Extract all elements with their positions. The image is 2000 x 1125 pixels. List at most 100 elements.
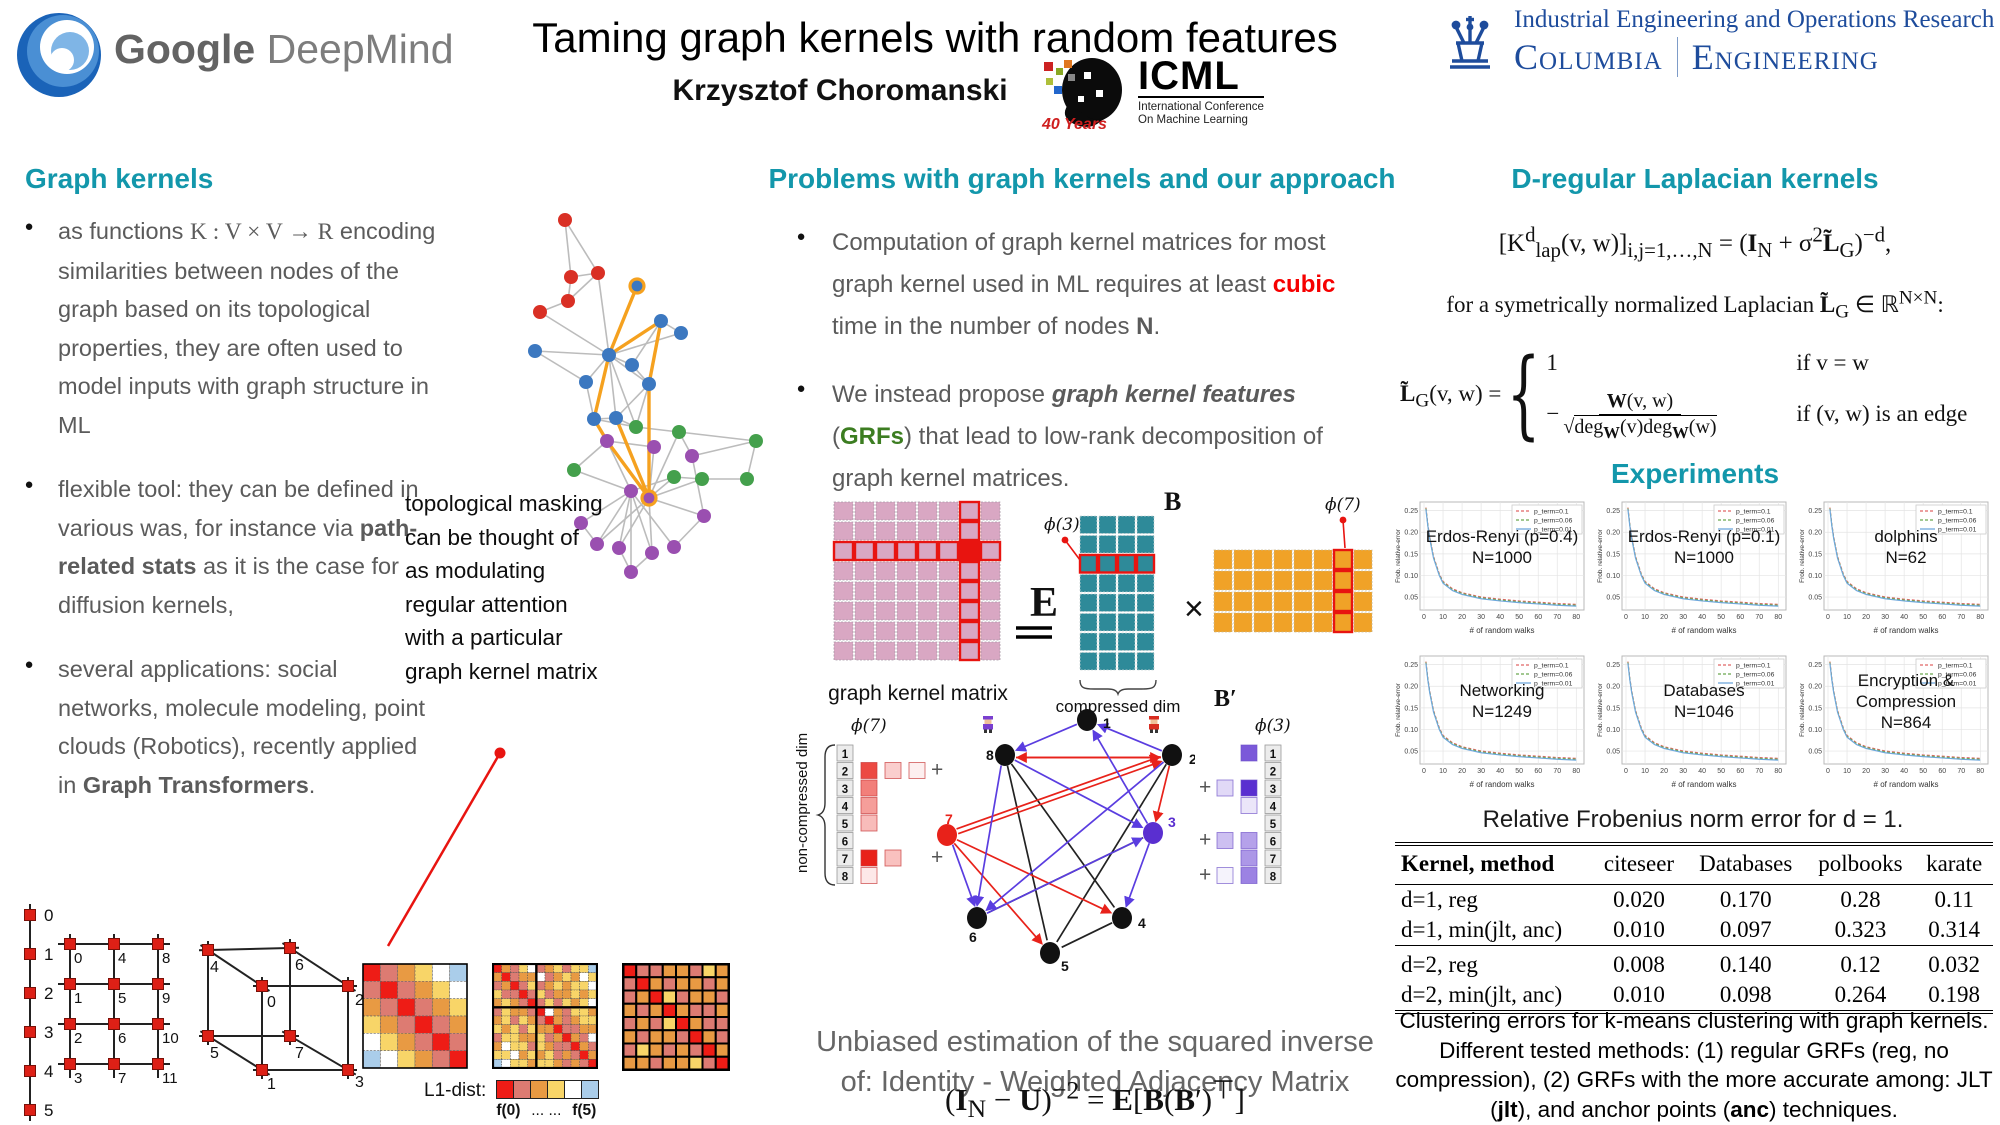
svg-text:30: 30 xyxy=(1679,768,1687,775)
section-heading-problems: Problems with graph kernels and our appr… xyxy=(768,163,1396,194)
bullet-icon: ● xyxy=(796,228,806,245)
svg-text:10: 10 xyxy=(1641,614,1649,621)
svg-text:0.05: 0.05 xyxy=(1808,749,1822,756)
table-caption: Clustering errors for k-means clustering… xyxy=(1395,1008,1993,1122)
icml-logo: 40 Years ICML International Conference O… xyxy=(1040,56,1264,133)
svg-text:Erdos-Renyi (p=0.1): Erdos-Renyi (p=0.1) xyxy=(1628,527,1781,546)
svg-text:7: 7 xyxy=(1270,854,1276,866)
columbia-name: Columbia xyxy=(1514,37,1663,77)
svg-text:60: 60 xyxy=(1534,614,1542,621)
l1-color-swatches xyxy=(496,1080,600,1099)
svg-text:ϕ(3): ϕ(3) xyxy=(1044,515,1080,535)
svg-text:70: 70 xyxy=(1957,768,1965,775)
svg-text:40: 40 xyxy=(1496,768,1504,775)
svg-text:10: 10 xyxy=(1439,768,1447,775)
svg-text:6: 6 xyxy=(842,837,848,849)
svg-text:Erdos-Renyi (p=0.4): Erdos-Renyi (p=0.4) xyxy=(1426,527,1579,546)
svg-text:0.25: 0.25 xyxy=(1808,508,1822,515)
clustering-errors-table: Kernel, method citeseer Databases polbooks k… xyxy=(1395,842,1993,1014)
svg-text:0.15: 0.15 xyxy=(1606,551,1620,558)
svg-text:7: 7 xyxy=(842,854,848,866)
svg-text:p_term=0.01: p_term=0.01 xyxy=(1736,681,1775,688)
svg-text:N=1249: N=1249 xyxy=(1472,702,1532,721)
l1-dots-label: ... ... xyxy=(531,1102,562,1119)
svg-text:9: 9 xyxy=(162,990,170,1007)
grf-equation: (IN − U)−2 = E[B(B′)⊤] xyxy=(945,1075,1245,1124)
svg-text:40: 40 xyxy=(1698,614,1706,621)
svg-text:10: 10 xyxy=(1439,614,1447,621)
bullet-icon: ● xyxy=(796,380,806,397)
svg-text:p_term=0.1: p_term=0.1 xyxy=(1736,509,1771,516)
svg-text:8: 8 xyxy=(1270,872,1277,884)
list-item: ● flexible tool: they can be defined in v… xyxy=(0,470,436,624)
svg-text:80: 80 xyxy=(1976,614,1984,621)
svg-text:ϕ(3): ϕ(3) xyxy=(1255,716,1291,736)
svg-text:p_term=0.1: p_term=0.1 xyxy=(1938,663,1973,670)
svg-text:p_term=0.01: p_term=0.01 xyxy=(1534,681,1573,688)
columbia-logo: Industrial Engineering and Operations Re… xyxy=(1438,6,1994,84)
svg-text:3: 3 xyxy=(44,1023,53,1042)
plot-erdos-renyi-04: 0 10 20 30 40 50 60 70 80 0.05 0.10 0.15 0.20 0.25 p_t… xyxy=(1392,492,1593,645)
svg-text:0.10: 0.10 xyxy=(1606,727,1620,734)
svg-text:3: 3 xyxy=(355,1074,364,1091)
svg-text:50: 50 xyxy=(1717,768,1725,775)
svg-text:50: 50 xyxy=(1515,614,1523,621)
svg-text:p_term=0.06: p_term=0.06 xyxy=(1938,672,1977,679)
svg-text:p_term=0.06: p_term=0.06 xyxy=(1534,672,1573,679)
svg-text:30: 30 xyxy=(1881,614,1889,621)
svg-text:3: 3 xyxy=(74,1070,82,1087)
svg-text:p_term=0.06: p_term=0.06 xyxy=(1938,518,1977,525)
svg-text:3: 3 xyxy=(842,784,848,796)
svg-text:N=62: N=62 xyxy=(1885,548,1926,567)
svg-text:20: 20 xyxy=(1862,614,1870,621)
svg-text:0.15: 0.15 xyxy=(1606,705,1620,712)
svg-text:0: 0 xyxy=(1624,768,1628,775)
svg-text:0.25: 0.25 xyxy=(1606,662,1620,669)
svg-text:50: 50 xyxy=(1717,614,1725,621)
svg-text:p_term=0.1: p_term=0.1 xyxy=(1938,509,1973,516)
svg-text:p_term=0.06: p_term=0.06 xyxy=(1736,518,1775,525)
svg-text:0: 0 xyxy=(74,950,82,967)
icml-blob-icon: 40 Years xyxy=(1040,56,1128,133)
svg-text:0.25: 0.25 xyxy=(1404,508,1418,515)
heatmap-fine xyxy=(492,963,598,1069)
svg-text:+: + xyxy=(1199,776,1211,799)
svg-text:30: 30 xyxy=(1881,768,1889,775)
table-row: d=2, reg 0.008 0.140 0.12 0.032 xyxy=(1395,945,1993,980)
bullet-icon: ● xyxy=(24,656,34,673)
svg-text:graph kernel matrix: graph kernel matrix xyxy=(828,682,1008,705)
svg-text:2: 2 xyxy=(842,767,848,779)
plot-dolphins: 0 10 20 30 40 50 60 70 80 0.05 0.10 0.15 0.20 0.25 p_t… xyxy=(1796,492,1997,645)
section-heading-laplacian: D-regular Laplacian kernels xyxy=(1511,163,1879,194)
l1-dist-label: L1-dist: xyxy=(424,1080,487,1101)
svg-text:0.25: 0.25 xyxy=(1808,662,1822,669)
svg-text:11: 11 xyxy=(162,1070,178,1087)
svg-text:Encryption &: Encryption & xyxy=(1858,671,1955,690)
svg-text:E: E xyxy=(1030,580,1058,626)
list-item: ● several applications: social networks, … xyxy=(0,650,436,804)
svg-text:70: 70 xyxy=(1755,614,1763,621)
svg-text:1: 1 xyxy=(1103,715,1111,731)
svg-text:3: 3 xyxy=(1270,784,1276,796)
svg-text:60: 60 xyxy=(1938,614,1946,621)
plot-databases: 0 10 20 30 40 50 60 70 80 0.05 0.10 0.15 0.20 0.25 p_t… xyxy=(1594,646,1795,799)
svg-text:p_term=0.01: p_term=0.01 xyxy=(1938,681,1977,688)
svg-text:6: 6 xyxy=(969,929,977,945)
svg-text:4: 4 xyxy=(210,959,219,976)
svg-text:0: 0 xyxy=(1624,614,1628,621)
columbia-division: Engineering xyxy=(1691,37,1879,77)
laplacian-intro-text: for a symetrically normalized Laplacian … xyxy=(1446,287,1944,323)
svg-text:10: 10 xyxy=(162,1030,179,1047)
svg-text:80: 80 xyxy=(1572,768,1580,775)
svg-text:2: 2 xyxy=(1189,751,1195,767)
table-row: d=1, reg 0.020 0.170 0.28 0.11 xyxy=(1401,887,1974,912)
problems-bullets: ● Computation of graph kernel matrices fo… xyxy=(770,222,1356,526)
svg-text:10: 10 xyxy=(1843,614,1851,621)
svg-text:8: 8 xyxy=(986,747,994,763)
bullet-icon: ● xyxy=(24,476,34,493)
l1-f0-label: f(0) xyxy=(496,1102,521,1119)
svg-text:# of random walks: # of random walks xyxy=(1470,780,1535,789)
table-header: karate xyxy=(1926,851,1983,876)
